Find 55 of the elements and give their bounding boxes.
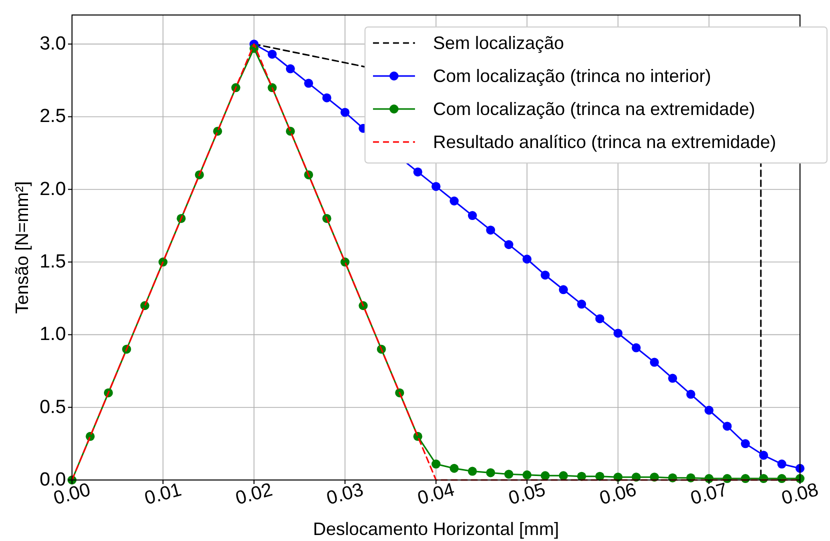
y-tick-label: 1.0: [40, 324, 66, 346]
x-tick-label: 0.04: [416, 479, 458, 510]
y-tick-label: 2.5: [40, 106, 66, 128]
y-tick-label: 1.5: [40, 252, 66, 273]
point: [740, 439, 750, 448]
point: [759, 450, 768, 460]
x-axis-title: Deslocamento Horizontal [mm]: [312, 519, 560, 539]
point: [450, 464, 459, 473]
x-tick-label: 0.08: [780, 480, 821, 510]
x-tick-label: 0.07: [688, 480, 730, 510]
point: [486, 226, 496, 235]
point: [504, 240, 514, 250]
x-tick-label: 0.06: [598, 480, 639, 510]
point: [450, 196, 459, 206]
point: [286, 64, 295, 74]
point: [632, 343, 641, 352]
point: [468, 466, 477, 476]
point: [432, 460, 440, 469]
x-tick-label: 0.03: [324, 480, 366, 510]
point: [614, 328, 622, 338]
point: [432, 182, 440, 191]
point: [486, 468, 496, 478]
x-tick-label: 0.05: [506, 480, 548, 510]
legend-label: Sem localização: [433, 33, 564, 53]
point: [722, 422, 732, 431]
point: [304, 78, 314, 88]
point: [595, 472, 604, 481]
point: [540, 471, 550, 480]
point: [595, 314, 604, 324]
point: [413, 167, 422, 176]
point: [686, 390, 696, 399]
point: [522, 470, 532, 480]
point: [558, 285, 568, 294]
legend-label: Com localização (trinca na extremidade): [433, 99, 756, 119]
point: [322, 93, 332, 102]
point: [504, 470, 514, 479]
y-tick-label: 2.0: [40, 178, 66, 200]
point: [468, 211, 477, 220]
point: [704, 406, 714, 415]
x-tick-label: 0.02: [234, 480, 275, 510]
legend-label: Resultado analítico (trinca na extremidade): [433, 132, 776, 152]
point: [650, 358, 659, 367]
point: [777, 460, 786, 469]
point: [558, 471, 568, 480]
point: [540, 270, 550, 280]
x-tick-label: 0.01: [142, 480, 184, 510]
point: [668, 374, 678, 383]
y-tick-label: 0.5: [40, 396, 66, 418]
point: [268, 50, 277, 59]
legend-label: Com localização (trinca no interior): [433, 66, 712, 86]
point: [522, 254, 532, 264]
point: [577, 300, 586, 309]
y-tick-label: 3.0: [40, 34, 66, 55]
y-axis-title: Tensão [N=mm²]: [12, 181, 32, 314]
point: [340, 108, 350, 117]
